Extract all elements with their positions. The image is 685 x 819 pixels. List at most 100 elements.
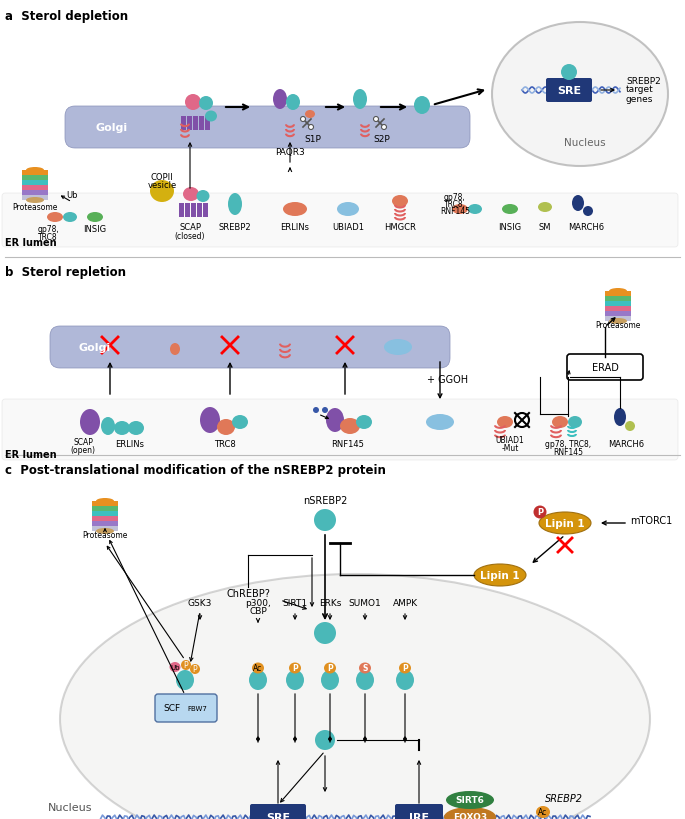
Text: FBW7: FBW7 xyxy=(187,705,207,711)
Ellipse shape xyxy=(625,422,635,432)
Ellipse shape xyxy=(197,191,210,203)
Ellipse shape xyxy=(337,203,359,217)
Text: SIRT6: SIRT6 xyxy=(456,795,484,804)
Text: IRE: IRE xyxy=(409,812,429,819)
Ellipse shape xyxy=(356,415,372,429)
Text: Proteasome: Proteasome xyxy=(595,321,640,330)
Text: CBP: CBP xyxy=(249,607,267,616)
Bar xyxy=(179,204,184,218)
Text: vesicle: vesicle xyxy=(147,181,177,190)
Text: Golgi: Golgi xyxy=(79,342,111,352)
Ellipse shape xyxy=(60,574,650,819)
Ellipse shape xyxy=(534,506,547,519)
Bar xyxy=(605,317,631,321)
Text: PAQR3: PAQR3 xyxy=(275,148,305,157)
Ellipse shape xyxy=(539,513,591,534)
Text: target: target xyxy=(626,85,653,94)
Ellipse shape xyxy=(199,97,213,111)
Text: ERLINs: ERLINs xyxy=(116,440,145,449)
Text: P: P xyxy=(402,663,408,672)
Ellipse shape xyxy=(176,670,194,690)
Ellipse shape xyxy=(614,409,626,427)
Text: Nucleus: Nucleus xyxy=(564,138,606,147)
Text: SCAP: SCAP xyxy=(179,224,201,233)
Bar xyxy=(186,117,192,131)
Ellipse shape xyxy=(200,408,220,433)
Text: SIRT1: SIRT1 xyxy=(282,599,308,608)
Bar xyxy=(199,117,203,131)
Ellipse shape xyxy=(47,213,63,223)
Ellipse shape xyxy=(497,417,513,428)
Bar xyxy=(92,522,118,526)
Text: (closed): (closed) xyxy=(175,231,206,240)
Text: b  Sterol repletion: b Sterol repletion xyxy=(5,265,126,278)
Text: mTORC1: mTORC1 xyxy=(630,515,672,525)
Ellipse shape xyxy=(232,415,248,429)
Ellipse shape xyxy=(538,203,552,213)
Ellipse shape xyxy=(468,205,482,215)
Ellipse shape xyxy=(568,417,582,428)
Ellipse shape xyxy=(305,111,315,119)
Bar xyxy=(605,296,631,301)
Text: ERLINs: ERLINs xyxy=(280,224,310,233)
Text: P: P xyxy=(184,661,188,670)
Text: RNF145: RNF145 xyxy=(440,207,470,216)
Bar xyxy=(205,117,210,131)
Text: AMPK: AMPK xyxy=(393,599,418,608)
Text: p300,: p300, xyxy=(245,599,271,608)
Ellipse shape xyxy=(492,23,668,167)
Text: Proteasome: Proteasome xyxy=(12,202,58,211)
Text: UBIAD1: UBIAD1 xyxy=(496,436,525,445)
Text: Ub: Ub xyxy=(66,192,78,201)
Text: HMGCR: HMGCR xyxy=(384,224,416,233)
Ellipse shape xyxy=(353,90,367,110)
Bar xyxy=(22,171,48,175)
Ellipse shape xyxy=(217,419,235,436)
Ellipse shape xyxy=(181,660,191,670)
Text: + GGOH: + GGOH xyxy=(427,374,469,385)
Ellipse shape xyxy=(356,670,374,690)
Ellipse shape xyxy=(552,417,568,428)
Ellipse shape xyxy=(96,499,114,505)
Text: gp78,: gp78, xyxy=(38,225,60,234)
Ellipse shape xyxy=(63,213,77,223)
Text: P: P xyxy=(537,508,543,517)
Ellipse shape xyxy=(609,288,627,295)
Text: SRE: SRE xyxy=(557,86,581,96)
Bar xyxy=(184,204,190,218)
Bar xyxy=(190,204,195,218)
Ellipse shape xyxy=(26,168,44,174)
Ellipse shape xyxy=(373,117,379,122)
Text: SRE: SRE xyxy=(266,812,290,819)
Ellipse shape xyxy=(609,319,627,324)
Text: nSREBP2: nSREBP2 xyxy=(303,495,347,505)
Ellipse shape xyxy=(446,791,494,809)
Text: COPII: COPII xyxy=(151,174,173,183)
Text: gp78,: gp78, xyxy=(444,193,466,202)
Ellipse shape xyxy=(150,181,174,203)
Text: RNF145: RNF145 xyxy=(332,440,364,449)
Text: TRC8,: TRC8, xyxy=(444,201,466,209)
Text: a  Sterol depletion: a Sterol depletion xyxy=(5,10,128,23)
Ellipse shape xyxy=(452,205,468,215)
Text: S: S xyxy=(362,663,368,672)
Bar xyxy=(22,196,48,201)
FancyBboxPatch shape xyxy=(2,194,678,247)
Text: Ac: Ac xyxy=(538,808,547,817)
FancyBboxPatch shape xyxy=(2,400,678,460)
Text: INSIG: INSIG xyxy=(84,225,107,234)
Ellipse shape xyxy=(583,206,593,217)
Text: Lipin 1: Lipin 1 xyxy=(545,518,585,528)
Ellipse shape xyxy=(26,197,44,204)
Ellipse shape xyxy=(324,663,336,674)
Text: MARCH6: MARCH6 xyxy=(608,440,644,449)
Ellipse shape xyxy=(384,340,412,355)
Ellipse shape xyxy=(114,422,130,436)
Text: FOXO3: FOXO3 xyxy=(453,812,487,819)
Ellipse shape xyxy=(228,194,242,215)
Ellipse shape xyxy=(396,670,414,690)
Text: RNF145: RNF145 xyxy=(553,448,583,457)
Text: Golgi: Golgi xyxy=(96,123,128,133)
Ellipse shape xyxy=(414,97,430,115)
Ellipse shape xyxy=(308,125,314,130)
